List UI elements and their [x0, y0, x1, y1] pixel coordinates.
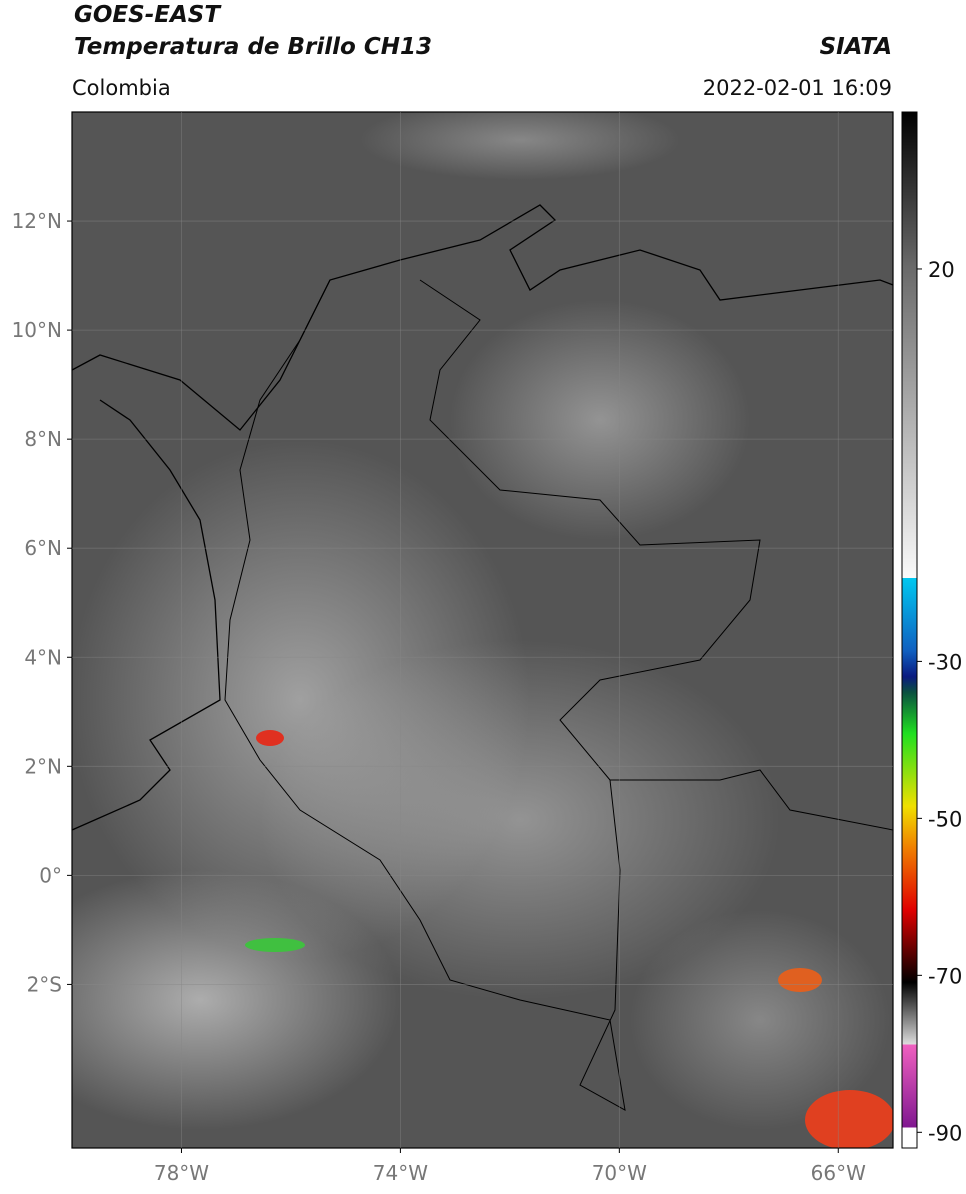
region: Colombia	[72, 76, 171, 100]
x-tick-label: 74°W	[373, 1161, 428, 1185]
satellite-image	[72, 112, 893, 1148]
x-tick-label: 78°W	[154, 1161, 209, 1185]
y-tick-label: 0°	[39, 863, 62, 887]
subtitle: Temperatura de Brillo CH13	[74, 34, 432, 60]
y-tick-label: 2°S	[27, 972, 62, 996]
y-tick-label: 8°N	[24, 427, 62, 451]
y-tick-label: 2°N	[24, 754, 62, 778]
colorbar-tick-label: -90	[928, 1121, 962, 1145]
x-tick-label: 66°W	[811, 1161, 866, 1185]
colorbar	[901, 111, 918, 1149]
y-tick-label: 10°N	[12, 318, 62, 342]
source: SIATA	[820, 34, 892, 60]
colorbar-tick-label: -50	[928, 807, 962, 831]
datetime: 2022-02-01 16:09	[703, 76, 892, 100]
colorbar-tick-label: 20	[928, 258, 955, 282]
map-frame	[71, 111, 894, 1149]
y-tick-label: 4°N	[24, 645, 62, 669]
colorbar-tick-label: -70	[928, 964, 962, 988]
colorbar-tick-label: -30	[928, 650, 962, 674]
title: GOES-EAST	[74, 2, 222, 28]
x-tick-label: 70°W	[592, 1161, 647, 1185]
y-tick-label: 12°N	[12, 209, 62, 233]
y-tick-label: 6°N	[24, 536, 62, 560]
